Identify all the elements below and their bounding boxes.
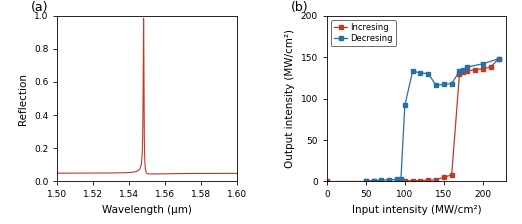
Decresing (441, 83, 447, 86)
Decresing (398, 178, 404, 180)
Incresing (324, 180, 330, 183)
Decresing (378, 179, 385, 181)
Incresing (460, 71, 467, 73)
Decresing (495, 57, 502, 60)
Decresing (433, 84, 439, 87)
Decresing (371, 179, 377, 182)
Decresing (460, 68, 467, 71)
Decresing (456, 70, 462, 73)
Incresing (394, 180, 400, 183)
Decresing (417, 71, 423, 74)
Incresing (410, 179, 416, 182)
Incresing (402, 180, 408, 182)
Legend: Incresing, Decresing: Incresing, Decresing (331, 20, 396, 46)
Decresing (448, 82, 455, 85)
Incresing (425, 179, 431, 181)
Decresing (410, 70, 416, 73)
Line: Incresing: Incresing (325, 57, 500, 183)
Incresing (363, 180, 369, 183)
Incresing (472, 68, 478, 71)
Y-axis label: Reflection: Reflection (18, 73, 29, 125)
Incresing (448, 173, 455, 176)
X-axis label: Input intensity (MW/cm²): Input intensity (MW/cm²) (352, 205, 481, 215)
Decresing (480, 62, 486, 65)
Text: (a): (a) (30, 1, 48, 14)
Incresing (417, 179, 423, 182)
Incresing (480, 67, 486, 70)
Y-axis label: Output intensity (MW/cm²): Output intensity (MW/cm²) (285, 29, 295, 168)
Text: (b): (b) (291, 1, 309, 14)
Incresing (464, 70, 470, 73)
Decresing (425, 72, 431, 75)
Incresing (441, 176, 447, 179)
Decresing (464, 66, 470, 68)
Decresing (394, 178, 400, 181)
Incresing (433, 179, 439, 181)
Incresing (378, 180, 385, 183)
X-axis label: Wavelength (μm): Wavelength (μm) (102, 205, 192, 215)
Incresing (488, 66, 494, 68)
Incresing (456, 72, 462, 75)
Incresing (371, 180, 377, 183)
Incresing (495, 57, 502, 60)
Decresing (402, 104, 408, 107)
Incresing (386, 180, 393, 183)
Decresing (363, 179, 369, 182)
Line: Decresing: Decresing (364, 57, 500, 182)
Decresing (386, 179, 393, 181)
